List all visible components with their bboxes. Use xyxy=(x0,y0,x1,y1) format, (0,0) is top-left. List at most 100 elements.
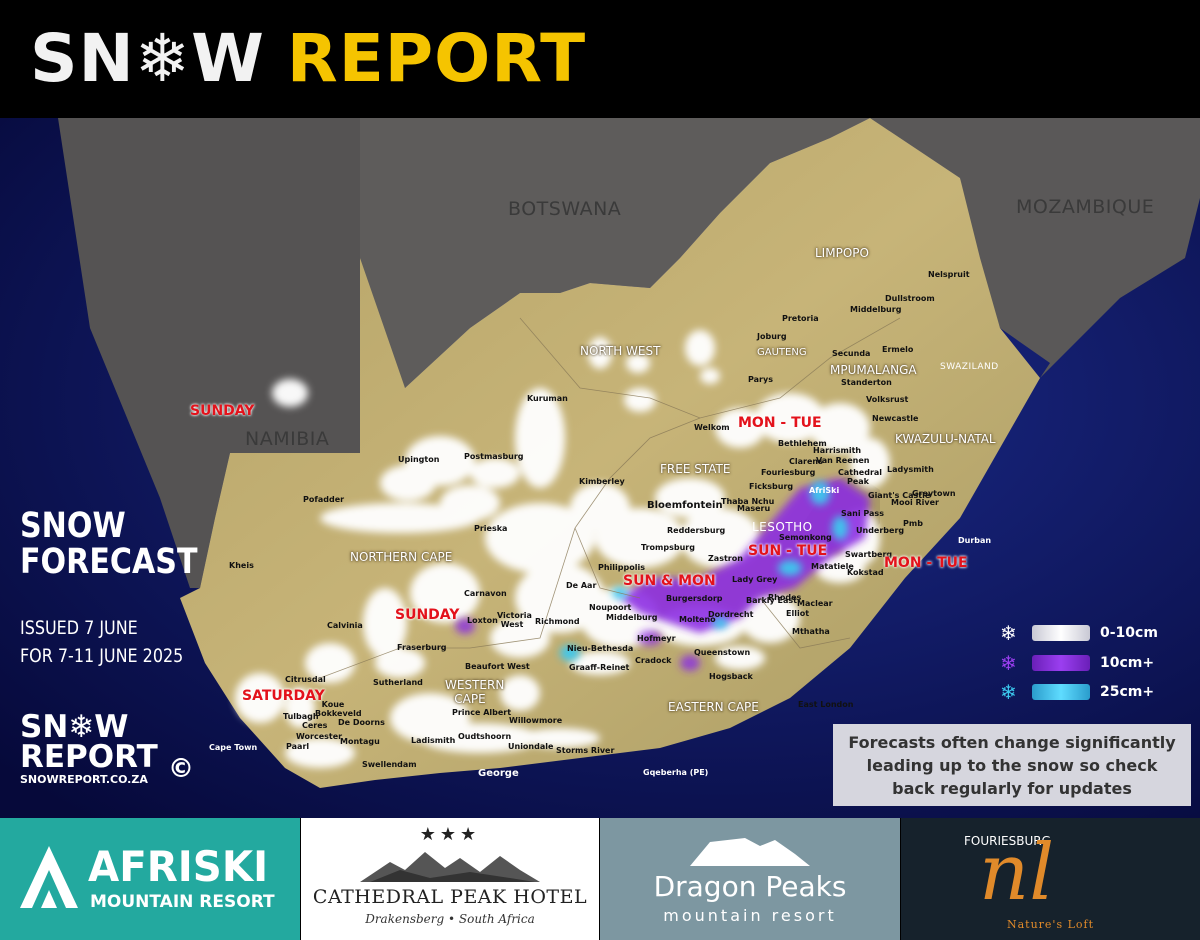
town-label: Sutherland xyxy=(373,678,423,687)
town-label: Philippolis xyxy=(598,563,645,572)
snowflake-icon: ❄ xyxy=(1000,621,1017,645)
website-url[interactable]: SNOWREPORT.CO.ZA xyxy=(20,773,148,786)
town-label: Welkom xyxy=(694,423,730,432)
town-label: Paarl xyxy=(286,742,310,751)
town-label: Calvinia xyxy=(327,621,363,630)
town-label: Zastron xyxy=(708,554,743,563)
legend-label: 0-10cm xyxy=(1100,625,1158,641)
town-label: Greytown xyxy=(912,489,956,498)
town-label: George xyxy=(478,768,519,779)
disclaimer-line: Forecasts often change significantly xyxy=(848,732,1176,752)
town-label: East London xyxy=(798,700,854,709)
natures-loft-name: Nature's Loft xyxy=(1006,918,1095,931)
town-label: Van Reenen xyxy=(816,456,870,465)
town-label: Bloemfontein xyxy=(647,500,723,511)
town-label: Durban xyxy=(958,536,992,545)
legend-label: 10cm+ xyxy=(1100,655,1155,671)
town-label: Cathedral Peak xyxy=(838,468,883,486)
town-label: Fouriesburg xyxy=(761,468,816,477)
disclaimer-line: leading up to the snow so check xyxy=(866,755,1158,775)
snow-report-logo[interactable]: SN❄W REPORT xyxy=(30,24,586,94)
town-label: Nieu-Bethesda xyxy=(567,644,634,653)
town-label: Storms River xyxy=(556,746,615,755)
issued-line2: FOR 7-11 JUNE 2025 xyxy=(20,645,184,667)
sponsor-cathedral-peak[interactable]: ★★★ CATHEDRAL PEAK HOTEL Drakensberg • S… xyxy=(301,818,599,940)
afriski-mountain-icon xyxy=(20,846,78,908)
town-label: Secunda xyxy=(832,349,871,358)
town-label: Ermelo xyxy=(882,345,914,354)
map-graphic xyxy=(0,118,1200,818)
town-label: De Aar xyxy=(566,581,597,590)
town-label: Ceres xyxy=(302,721,328,730)
province-label-kwazulu-natal: KWAZULU-NATAL xyxy=(895,432,996,446)
natures-loft-location: FOURIESBURG xyxy=(964,834,1051,848)
botswana-land xyxy=(360,118,870,388)
town-label: Worcester xyxy=(296,732,343,741)
town-label: Middelburg xyxy=(606,613,658,622)
dragon-peaks-name: Dragon Peaks xyxy=(653,870,847,903)
province-label-western-cape: WESTERN CAPE xyxy=(445,678,505,706)
town-label: Kheis xyxy=(229,561,254,570)
sponsor-afriski[interactable]: AFRISKI MOUNTAIN RESORT xyxy=(0,818,300,940)
province-label-mpumalanga: MPUMALANGA xyxy=(830,363,917,377)
town-label: Carnavon xyxy=(464,589,507,598)
forecast-title-line1: SNOW xyxy=(20,506,126,546)
day-label-sunday-karoo: SUNDAY xyxy=(395,607,460,623)
town-label: Trompsburg xyxy=(641,543,695,552)
town-label: Upington xyxy=(398,455,440,464)
town-label: Cradock xyxy=(635,656,672,665)
town-label: AfriSki xyxy=(809,486,840,495)
town-label: Harrismith xyxy=(813,446,862,455)
day-label-mon-tue-kzn: MON - TUE xyxy=(884,555,968,571)
issued-line1: ISSUED 7 JUNE xyxy=(20,617,138,639)
town-label: Pofadder xyxy=(303,495,345,504)
sponsor-natures-loft[interactable]: FOURIESBURG nl Nature's Loft xyxy=(901,818,1200,940)
snow-25cm-plus-areas xyxy=(560,481,848,661)
day-label-sunday-namibia: SUNDAY xyxy=(190,403,255,419)
copyright-icon: © xyxy=(168,754,194,784)
hotel-stars-icon: ★★★ xyxy=(419,824,481,845)
town-label: Kimberley xyxy=(579,477,625,486)
country-label-mozambique: MOZAMBIQUE xyxy=(1016,196,1155,218)
snowflake-icon: ❄ xyxy=(1000,680,1017,704)
legend-row-25cm: ❄ 25cm+ xyxy=(1000,680,1154,704)
town-label: Hofmeyr xyxy=(637,634,676,643)
town-label: Beaufort West xyxy=(465,662,530,671)
country-label-swaziland: SWAZILAND xyxy=(940,362,999,372)
town-label: Graaff-Reinet xyxy=(569,663,630,672)
town-label: Kuruman xyxy=(527,394,568,403)
town-label: Richmond xyxy=(535,617,580,626)
town-label: Elliot xyxy=(786,609,810,618)
legend-row-0-10cm: ❄ 0-10cm xyxy=(1000,621,1158,645)
sponsor-bar: AFRISKI MOUNTAIN RESORT ★★★ CATHEDRAL PE… xyxy=(0,818,1200,940)
town-label: Gqeberha (PE) xyxy=(643,768,709,777)
dragon-peaks-mountain-icon xyxy=(690,838,810,866)
town-label: Ladysmith xyxy=(887,465,934,474)
town-label: Lady Grey xyxy=(732,575,778,584)
snow-forecast-title: SNOW FORECAST xyxy=(20,508,197,580)
issued-date: ISSUED 7 JUNE FOR 7-11 JUNE 2025 xyxy=(20,614,183,670)
town-label: Ficksburg xyxy=(749,482,794,491)
town-label: Rhodes xyxy=(768,593,802,602)
town-label: Oudtshoorn xyxy=(458,732,512,741)
town-label: Maseru xyxy=(737,504,771,513)
forecast-disclaimer: Forecasts often change significantly lea… xyxy=(833,724,1191,806)
country-label-botswana: BOTSWANA xyxy=(508,198,622,220)
town-label: Pmb xyxy=(903,519,923,528)
town-label: Matatiele xyxy=(811,562,854,571)
snow-report-small-logo[interactable]: SN❄W REPORT © SNOWREPORT.CO.ZA xyxy=(20,712,194,788)
afriski-name: AFRISKI xyxy=(88,842,269,891)
town-label: Semonkong xyxy=(779,533,832,542)
town-label: Dullstroom xyxy=(885,294,935,303)
cathedral-hotel-name: CATHEDRAL PEAK HOTEL xyxy=(312,886,588,908)
logo-report-text: REPORT xyxy=(286,20,587,97)
sponsor-dragon-peaks[interactable]: Dragon Peaks mountain resort xyxy=(600,818,900,940)
town-label: Loxton xyxy=(467,616,498,625)
town-label: Kokstad xyxy=(847,568,884,577)
disclaimer-line: back regularly for updates xyxy=(892,778,1132,798)
snow-forecast-map: BOTSWANA MOZAMBIQUE NAMIBIA LESOTHO SWAZ… xyxy=(0,118,1200,818)
country-label-lesotho: LESOTHO xyxy=(752,520,813,534)
snow-10cm-plus-areas xyxy=(455,478,870,671)
province-borders xyxy=(319,317,901,679)
day-label-saturday: SATURDAY xyxy=(242,688,325,704)
